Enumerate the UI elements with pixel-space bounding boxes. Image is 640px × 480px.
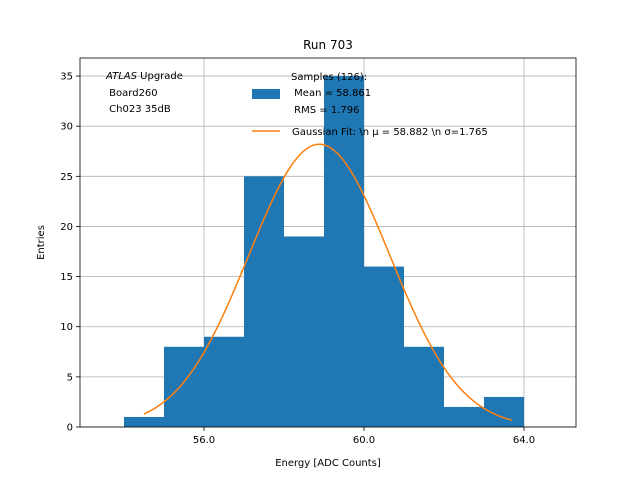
ticks-layer: 56.0 60.0 64.0 0 5 10 15 20 25 30 35 [60, 72, 535, 446]
gaussian-fit-curve [143, 143, 513, 421]
bars-layer [124, 76, 524, 427]
legend: Samples (126): Mean = 58.861 RMS = 1.796… [252, 72, 488, 138]
histogram-bar [244, 176, 284, 427]
legend-samples-line-1: Samples (126): [291, 72, 367, 83]
y-tick-label: 10 [60, 322, 73, 333]
x-tick-label: 64.0 [513, 435, 535, 446]
y-tick-label: 0 [67, 423, 73, 434]
legend-fit-label: Gaussian Fit: \n μ = 58.882 \n σ=1.765 [292, 127, 488, 138]
annotation-line-1: ATLAS Upgrade [105, 71, 183, 82]
atlas-annotation: ATLAS Upgrade Board260 Ch023 35dB [105, 71, 183, 115]
x-tick-label: 56.0 [193, 435, 215, 446]
y-tick-label: 15 [60, 272, 73, 283]
histogram-bar [364, 266, 404, 427]
legend-patch-samples [252, 89, 280, 99]
annotation-line-3: Ch023 35dB [106, 104, 171, 115]
y-tick-label: 30 [60, 122, 73, 133]
annotation-line-2: Board260 [106, 88, 158, 99]
y-tick-label: 25 [60, 172, 73, 183]
histogram-bar [284, 236, 324, 427]
y-tick-label: 35 [60, 72, 73, 83]
histogram-bar [444, 406, 484, 427]
plot-frame [79, 57, 577, 428]
legend-samples-line-2: Mean = 58.861 [291, 88, 371, 99]
histogram-bar [124, 416, 164, 427]
x-tick-label: 60.0 [353, 435, 375, 446]
y-tick-label: 20 [60, 222, 73, 233]
legend-samples-line-3: RMS = 1.796 [291, 105, 359, 116]
y-axis-label: Entries [36, 225, 47, 260]
histogram-bar [404, 346, 444, 427]
histogram-bar [164, 346, 204, 427]
chart-title: Run 703 [303, 38, 353, 52]
y-tick-label: 5 [67, 372, 73, 383]
histogram-bar [324, 76, 364, 427]
x-axis-label: Energy [ADC Counts] [275, 458, 381, 469]
histogram-bar [204, 336, 244, 427]
